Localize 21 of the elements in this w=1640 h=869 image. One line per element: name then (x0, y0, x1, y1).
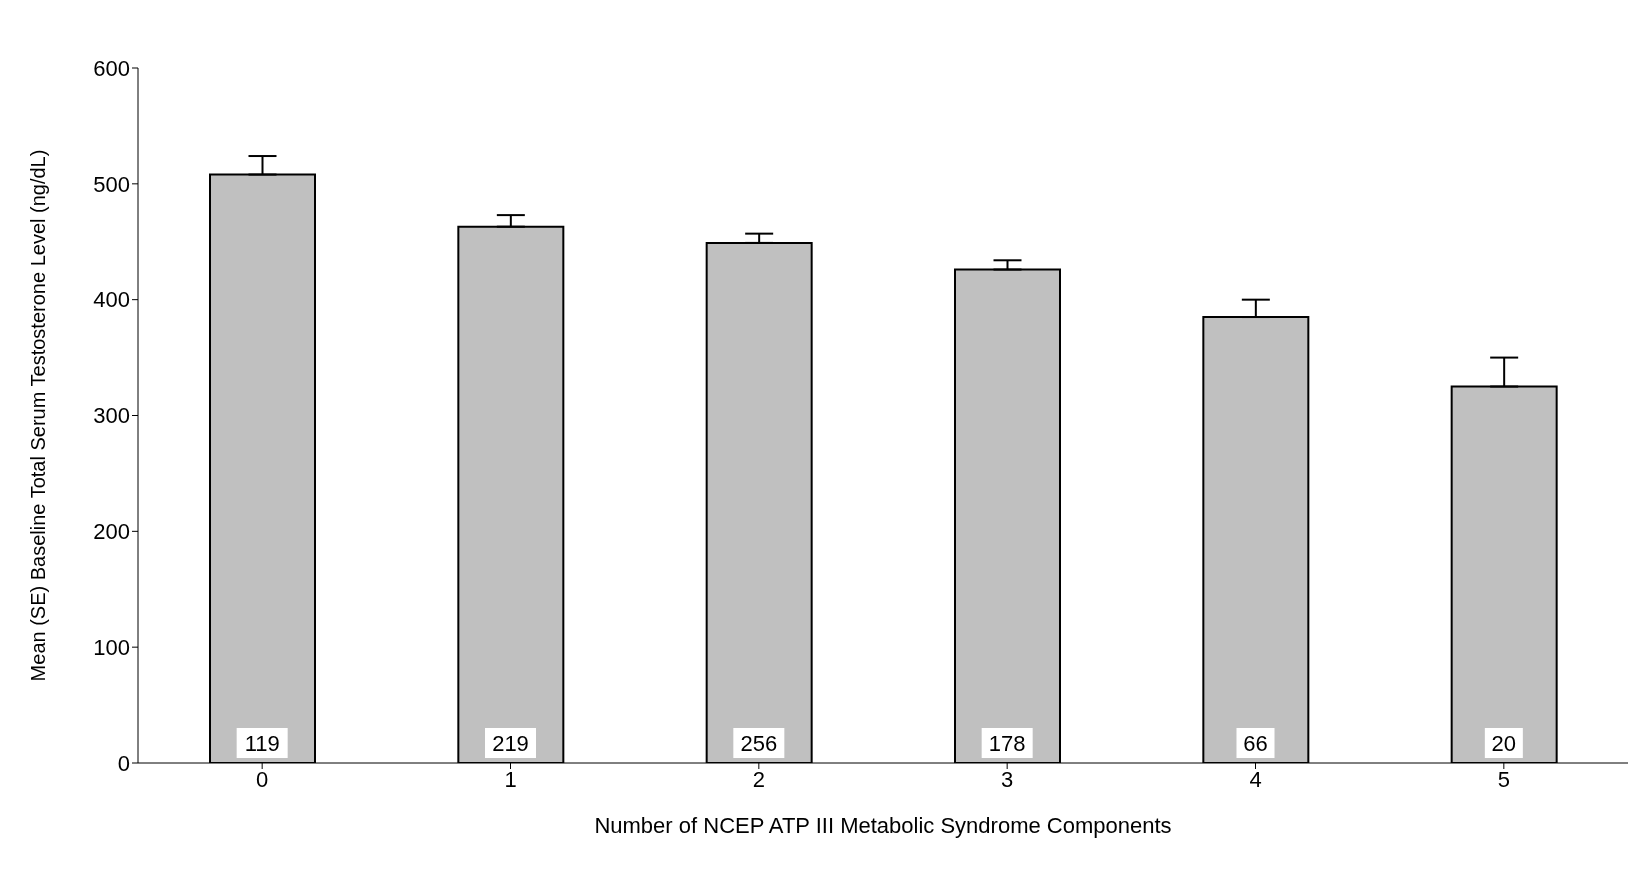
annotation: 256 (740, 730, 778, 756)
y-tick-label: 600 (93, 55, 130, 81)
y-tick-label: 200 (93, 519, 130, 545)
x-tick-label: 3 (1001, 766, 1014, 792)
annotation: 178 (988, 730, 1026, 756)
x-tick-label: 1 (504, 766, 517, 792)
annotation: 219 (492, 730, 529, 756)
annotation: 66 (1243, 730, 1268, 756)
y-tick-label: 100 (93, 634, 130, 660)
x-tick-label: 0 (256, 766, 269, 792)
annotation: 119 (244, 730, 280, 756)
annotation: 20 (1491, 730, 1517, 756)
y-tick-label: 300 (93, 403, 130, 429)
y-axis-title: Mean (SE) Baseline Total Serum Testosterone Level (ng/dL) (27, 149, 50, 682)
x-axis-title: Number of NCEP ATP III Metabolic Syndrome Components (594, 813, 1172, 838)
x-tick-label: 5 (1497, 766, 1510, 792)
y-tick-label: 400 (93, 287, 130, 313)
y-tick-label: 500 (93, 171, 130, 197)
y-tick-label: 0 (117, 750, 130, 776)
x-tick-label: 2 (752, 766, 765, 792)
x-tick-label: 4 (1249, 766, 1262, 792)
